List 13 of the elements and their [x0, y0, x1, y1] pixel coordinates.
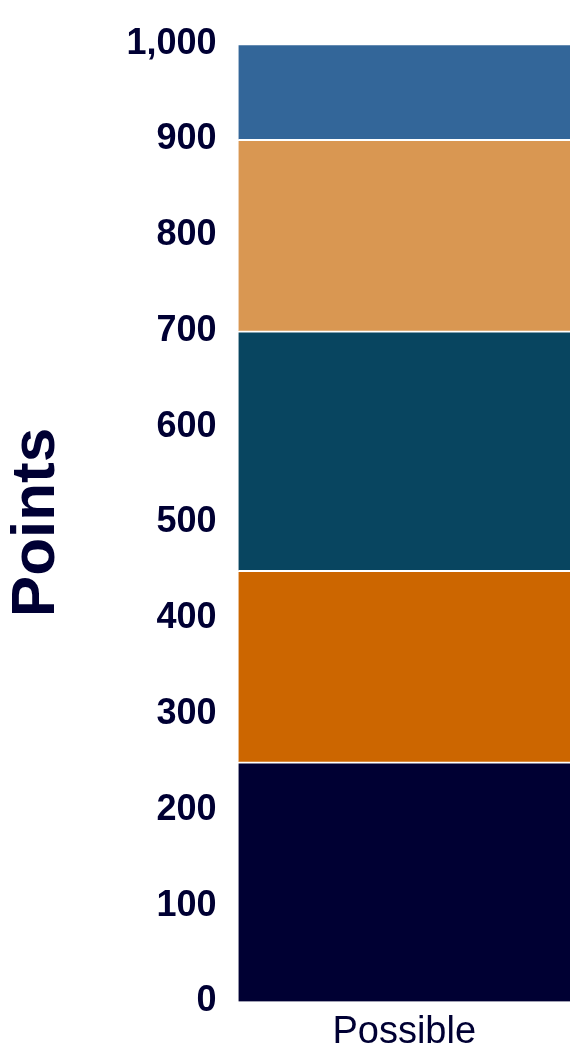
y-tick-label: 200 — [156, 786, 217, 828]
y-axis-title: Points — [0, 427, 68, 618]
x-tick-label: Possible — [332, 1008, 477, 1051]
y-tick-label: 300 — [156, 690, 217, 732]
y-tick-label: 900 — [156, 116, 217, 158]
y-tick-label: 500 — [156, 499, 217, 541]
y-tick-label: 700 — [156, 307, 217, 349]
y-tick-label: 100 — [156, 882, 217, 924]
y-tick-label: 600 — [156, 403, 217, 445]
y-tick-label: 800 — [156, 212, 217, 254]
y-tick-label: 400 — [156, 595, 217, 637]
y-tick-label: 1,000 — [126, 20, 217, 62]
y-tick-label: 0 — [196, 978, 217, 1020]
